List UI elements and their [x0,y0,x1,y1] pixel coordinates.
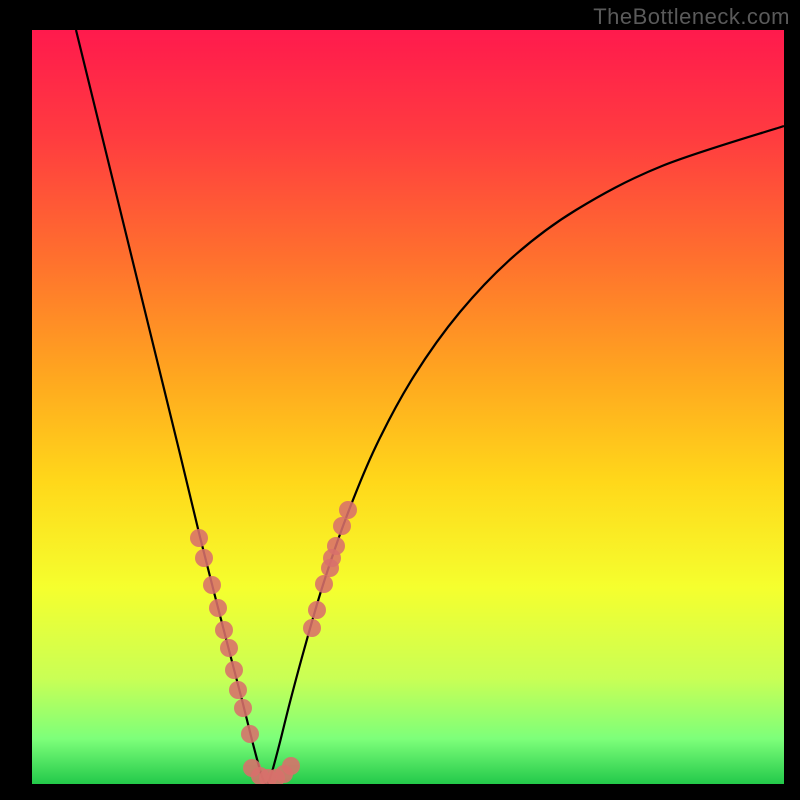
data-marker [229,681,247,699]
data-marker [308,601,326,619]
data-marker [339,501,357,519]
data-marker [241,725,259,743]
data-marker [333,517,351,535]
data-marker [209,599,227,617]
data-marker [282,757,300,775]
data-marker [220,639,238,657]
data-marker [234,699,252,717]
chart-plot-area [32,30,784,784]
data-marker [225,661,243,679]
gradient-background [32,30,784,784]
chart-svg [32,30,784,784]
data-marker [327,537,345,555]
data-marker [203,576,221,594]
data-marker [303,619,321,637]
data-marker [195,549,213,567]
watermark-label: TheBottleneck.com [593,4,790,30]
data-marker [315,575,333,593]
data-marker [190,529,208,547]
data-marker [215,621,233,639]
